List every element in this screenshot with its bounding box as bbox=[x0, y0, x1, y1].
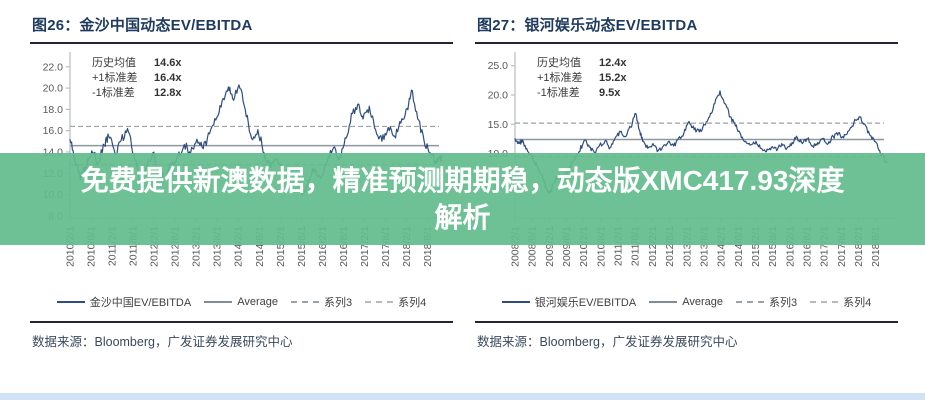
dashed-line-swatch-icon bbox=[291, 301, 319, 303]
stat-value: 12.4x bbox=[599, 57, 627, 69]
svg-text:16.0: 16.0 bbox=[43, 125, 64, 137]
legend-label: 系列3 bbox=[324, 297, 353, 309]
divider bbox=[30, 321, 453, 323]
stat-row: 历史均值 14.6x bbox=[92, 56, 182, 71]
watermark-text-line: 免费提供新澳数据，精准预测期期稳，动态版XMC417.93深度 bbox=[80, 165, 845, 196]
stat-value: 14.6x bbox=[154, 57, 182, 69]
svg-text:20.0: 20.0 bbox=[488, 90, 509, 102]
stat-row: 历史均值 12.4x bbox=[537, 56, 627, 71]
stat-row: +1标准差 15.2x bbox=[537, 71, 627, 86]
solid-line-swatch-icon bbox=[56, 301, 85, 303]
legend-label: 系列3 bbox=[769, 297, 798, 309]
legend-item: 系列3 bbox=[736, 294, 797, 310]
solid-line-swatch-icon bbox=[204, 301, 233, 303]
divider bbox=[30, 42, 453, 44]
stat-row: -1标准差 12.8x bbox=[92, 86, 182, 101]
legend: 金沙中国EV/EBITDA Average 系列3 系列4 bbox=[30, 293, 453, 311]
source-note: 数据来源：Bloomberg，广发证券发展研究中心 bbox=[32, 335, 293, 349]
stat-label: -1标准差 bbox=[92, 87, 135, 99]
divider bbox=[475, 42, 898, 44]
stat-label: +1标准差 bbox=[537, 72, 583, 84]
legend-item: 系列4 bbox=[810, 294, 871, 310]
stat-label: -1标准差 bbox=[537, 87, 580, 99]
legend: 银河娱乐EV/EBITDA Average 系列3 系列4 bbox=[475, 293, 898, 311]
stat-value: 15.2x bbox=[599, 72, 627, 84]
legend-item: 金沙中国EV/EBITDA bbox=[56, 294, 192, 310]
divider bbox=[475, 321, 898, 323]
stat-label: 历史均值 bbox=[92, 57, 136, 69]
stat-value: 12.8x bbox=[154, 87, 182, 99]
watermark-overlay: 免费提供新澳数据，精准预测期期稳，动态版XMC417.93深度 解析 bbox=[0, 153, 925, 245]
legend-item: 银河娱乐EV/EBITDA bbox=[501, 294, 637, 310]
svg-text:15.0: 15.0 bbox=[488, 119, 509, 131]
dashed-line-swatch-icon bbox=[365, 301, 394, 303]
stat-value: 9.5x bbox=[599, 87, 621, 99]
svg-text:20.0: 20.0 bbox=[43, 83, 64, 95]
source-note: 数据来源：Bloomberg，广发证券发展研究中心 bbox=[477, 335, 738, 349]
legend-label: 系列4 bbox=[398, 297, 427, 309]
dashed-line-swatch-icon bbox=[736, 301, 764, 303]
svg-text:2011/8/1: 2011/8/1 bbox=[128, 226, 140, 266]
svg-text:25.0: 25.0 bbox=[488, 60, 509, 72]
bottom-accent-strip bbox=[0, 393, 925, 400]
stat-row: -1标准差 9.5x bbox=[537, 86, 627, 101]
legend-label: 金沙中国EV/EBITDA bbox=[89, 297, 192, 309]
solid-line-swatch-icon bbox=[649, 301, 678, 303]
legend-label: Average bbox=[682, 296, 723, 308]
legend-item: Average bbox=[649, 296, 723, 308]
watermark-text-line: 解析 bbox=[434, 202, 491, 233]
svg-text:22.0: 22.0 bbox=[43, 61, 64, 73]
chart-title: 图27：银河娱乐动态EV/EBITDA bbox=[477, 17, 698, 34]
legend-item: 系列4 bbox=[365, 294, 426, 310]
legend-label: 系列4 bbox=[843, 297, 872, 309]
legend-item: 系列3 bbox=[291, 294, 352, 310]
stats-annotation: 历史均值 12.4x +1标准差 15.2x -1标准差 9.5x bbox=[537, 56, 627, 101]
stat-value: 16.4x bbox=[154, 72, 182, 84]
chart-title: 图26：金沙中国动态EV/EBITDA bbox=[32, 17, 253, 34]
svg-text:18.0: 18.0 bbox=[43, 104, 64, 116]
stat-label: +1标准差 bbox=[92, 72, 138, 84]
legend-label: 银河娱乐EV/EBITDA bbox=[534, 297, 637, 309]
legend-item: Average bbox=[204, 296, 278, 308]
stat-row: +1标准差 16.4x bbox=[92, 71, 182, 86]
solid-line-swatch-icon bbox=[501, 301, 530, 303]
legend-label: Average bbox=[237, 296, 278, 308]
stats-annotation: 历史均值 14.6x +1标准差 16.4x -1标准差 12.8x bbox=[92, 56, 182, 101]
dashed-line-swatch-icon bbox=[810, 301, 839, 303]
stat-label: 历史均值 bbox=[537, 57, 581, 69]
